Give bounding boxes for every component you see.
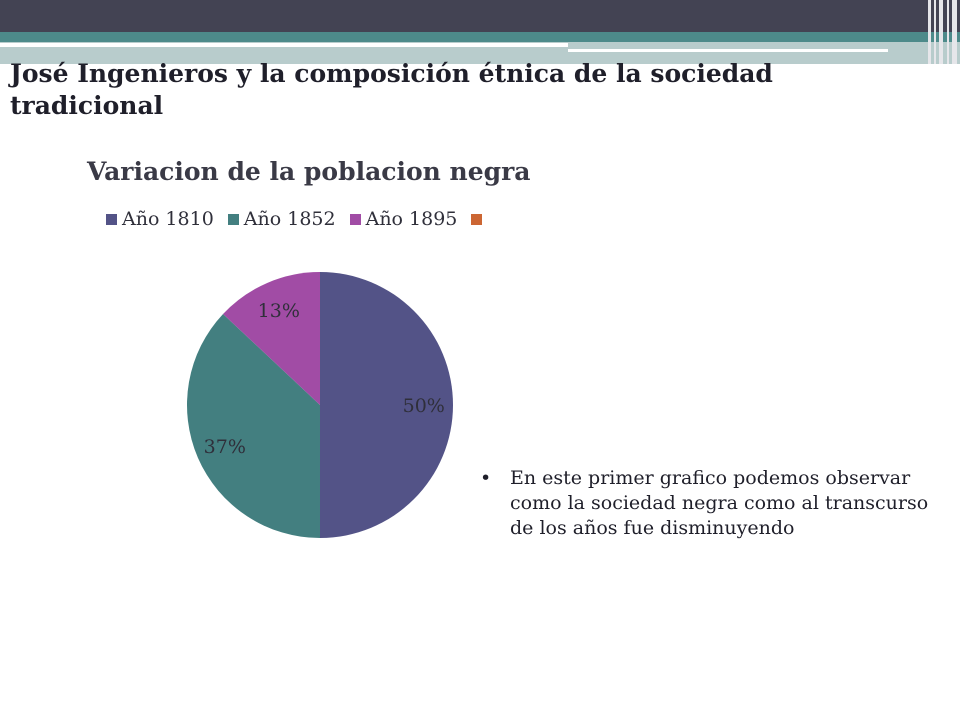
header-accent-line-secondary (568, 49, 888, 52)
legend-item: Año 1852 (227, 208, 336, 230)
pie-slice (186, 313, 320, 538)
legend-label: Año 1810 (122, 208, 214, 230)
legend-label: Año 1852 (243, 208, 336, 230)
pie-slice-label: 50% (403, 395, 445, 417)
legend-swatch (471, 213, 483, 225)
header-accent-line (0, 43, 568, 47)
pie-slice (320, 272, 453, 538)
chart-title: Variacion de la poblacion negra (87, 157, 531, 186)
slide-title: José Ingenieros y la composición étnica … (10, 59, 773, 120)
header-light-band (0, 42, 960, 64)
pie-slice-label: 13% (258, 300, 300, 322)
pie-slice (223, 272, 320, 405)
legend-item (471, 213, 487, 225)
chart-legend: Año 1810 Año 1852 Año 1895 (106, 207, 501, 231)
legend-item: Año 1895 (349, 208, 458, 230)
bullet-point: • En este primer grafico podemos observa… (480, 466, 955, 541)
legend-label: Año 1895 (365, 208, 458, 230)
header-dark-band (0, 0, 960, 32)
pie-slice-label: 37% (204, 436, 246, 458)
header-stripes-decoration (926, 0, 960, 64)
legend-swatch (227, 213, 239, 225)
legend-swatch (106, 213, 117, 225)
header-teal-band (0, 32, 960, 42)
bullet-text: En este primer grafico podemos observar … (510, 467, 929, 539)
bullet-dot: • (480, 467, 492, 489)
legend-swatch (349, 213, 361, 225)
legend-item: Año 1810 (106, 208, 214, 230)
